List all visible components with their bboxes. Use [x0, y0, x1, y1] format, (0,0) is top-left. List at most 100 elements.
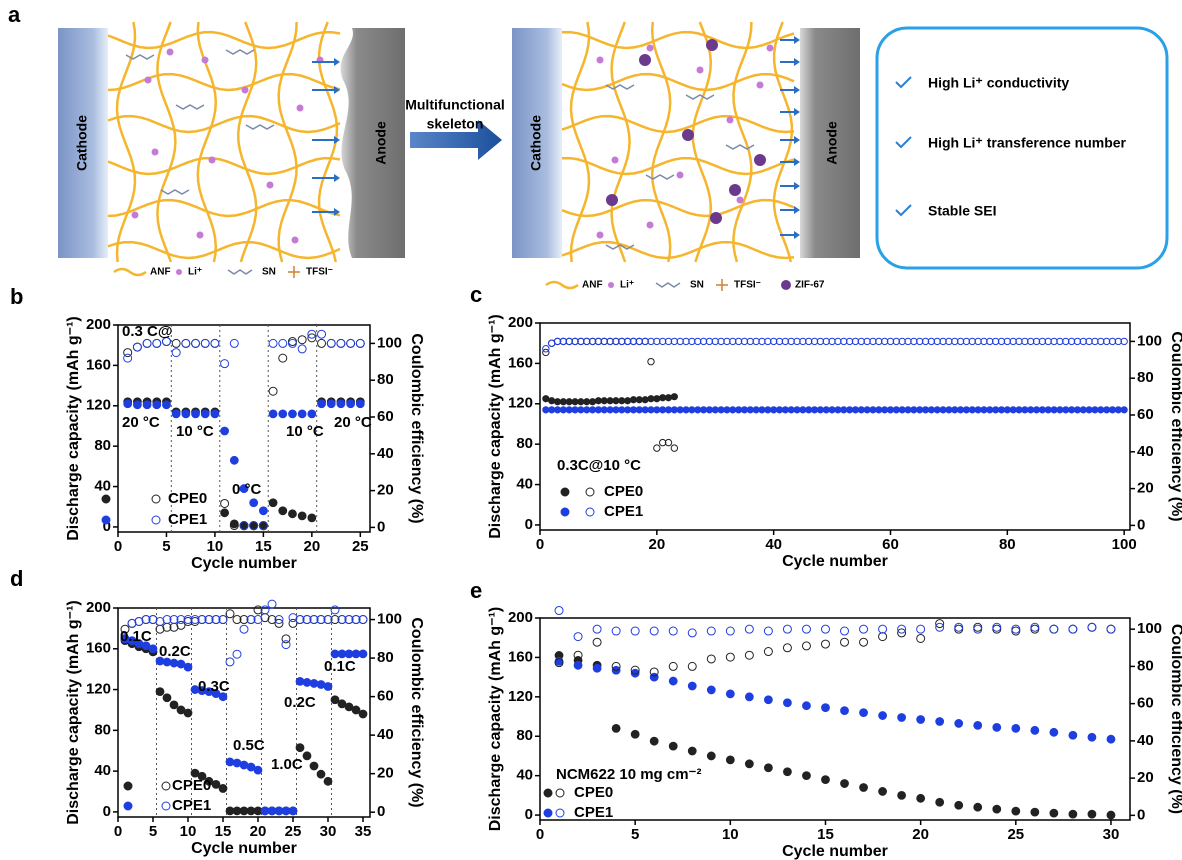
efficiency-point [1091, 337, 1099, 346]
efficiency-point [801, 624, 811, 634]
zif67 [706, 39, 718, 51]
capacity-point [183, 708, 193, 718]
legend-marker [161, 801, 171, 811]
capacity-point [954, 800, 964, 810]
efficiency-point [1067, 337, 1076, 346]
capacity-point [559, 398, 567, 406]
capacity-point [307, 513, 317, 523]
efficiency-point [134, 616, 144, 626]
efficiency-point [921, 337, 930, 346]
capacity-point [659, 394, 667, 402]
capacity-point [752, 406, 760, 414]
arrow [410, 120, 502, 160]
capacity-point [787, 406, 795, 414]
efficiency-point [197, 615, 207, 625]
efficiency-point [123, 348, 133, 358]
molecule [225, 49, 255, 55]
capacity-point [155, 687, 165, 696]
efficiency-point [278, 338, 288, 348]
capacity-point [571, 398, 579, 406]
capacity-point [588, 398, 597, 406]
efficiency-point [992, 622, 1002, 632]
efficiency-point [253, 615, 263, 625]
capacity-point [630, 729, 640, 739]
capacity-point [618, 397, 626, 405]
y2-tick-label: 0 [377, 803, 385, 820]
x-axis-label: Cycle number [782, 843, 888, 860]
capacity-point [548, 397, 556, 405]
capacity-point [288, 509, 297, 519]
capacity-point [927, 406, 935, 414]
efficiency-point [1003, 337, 1012, 346]
efficiency-point [725, 626, 735, 636]
efficiency-point [204, 615, 214, 625]
capacity-point [1015, 406, 1023, 414]
benefit: High Li⁺ transference number [928, 135, 1127, 151]
efficiency-point [176, 620, 186, 630]
capacity-point [612, 397, 620, 405]
cathode [512, 28, 562, 258]
efficiency-point [346, 338, 356, 348]
ion-flow [334, 174, 340, 182]
efficiency-point [878, 632, 888, 642]
x-tick-label: 80 [999, 536, 1016, 553]
fiber [107, 72, 341, 92]
efficiency-point [336, 338, 346, 348]
annotation: 0.3C [198, 678, 230, 695]
capacity-point [162, 400, 171, 410]
efficiency-point [935, 619, 945, 629]
efficiency-point [880, 337, 889, 346]
efficiency-point [892, 337, 901, 346]
efficiency-point [225, 609, 235, 619]
check-mark [895, 76, 912, 217]
efficiency-point [288, 613, 298, 623]
capacity-point [220, 508, 230, 518]
efficiency-point [956, 337, 965, 346]
efficiency-point [658, 438, 667, 447]
capacity-point [921, 406, 930, 414]
li-ion [646, 221, 654, 229]
zif67 [754, 154, 766, 166]
efficiency-point [287, 337, 297, 347]
molecule [605, 84, 635, 90]
efficiency-point [1050, 337, 1058, 346]
panel-letter: e [470, 578, 482, 603]
capacity-point [1097, 406, 1105, 414]
efficiency-point [1079, 337, 1087, 346]
molecule [175, 104, 205, 110]
capacity-point [542, 395, 550, 403]
y-tick-label: 0 [103, 518, 111, 535]
efficiency-point [782, 643, 792, 653]
capacity-point [323, 776, 333, 786]
capacity-point [288, 806, 298, 816]
efficiency-point [183, 615, 193, 625]
efficiency-point [592, 637, 602, 647]
capacity-point [945, 406, 953, 414]
capacity-point [171, 409, 181, 419]
efficiency-point [954, 622, 964, 632]
efficiency-point [706, 654, 716, 664]
y2-tick-label: 100 [377, 334, 402, 351]
legend-label: ANF [582, 280, 603, 291]
legend-marker [543, 808, 553, 818]
efficiency-point [554, 606, 564, 616]
capacity-point [559, 406, 567, 414]
efficiency-point [268, 338, 278, 348]
x-tick-label: 20 [912, 826, 929, 843]
efficiency-point [1114, 337, 1123, 346]
efficiency-point [239, 624, 249, 634]
y-tick-label: 200 [508, 609, 533, 626]
plot-frame [117, 324, 371, 533]
y2-tick-label: 40 [377, 445, 394, 462]
capacity-point [951, 406, 959, 414]
efficiency-point [1030, 622, 1040, 632]
efficiency-point [297, 335, 307, 345]
li-ion [646, 44, 654, 52]
efficiency-point [805, 337, 813, 346]
efficiency-point [945, 337, 953, 346]
legend-marker [151, 515, 161, 525]
efficiency-point [1015, 337, 1023, 346]
efficiency-point [729, 337, 737, 346]
capacity-point [548, 406, 556, 414]
